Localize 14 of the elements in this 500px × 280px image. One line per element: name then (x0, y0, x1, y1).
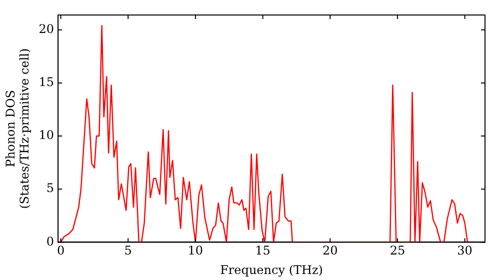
x-tick-label: 10 (188, 244, 204, 258)
x-tick-label: 0 (56, 244, 65, 258)
x-axis-title: Frequency (THz) (220, 262, 323, 277)
y-tick-label: 20 (38, 22, 54, 36)
y-tick-label: 0 (46, 234, 54, 248)
x-tick-label: 5 (124, 244, 132, 258)
x-tick-label: 20 (322, 244, 338, 258)
y-tick-label: 10 (38, 128, 54, 142)
y-axis-title: Phonon DOS (States/THz·primitive cell) (3, 48, 32, 209)
x-tick-label: 30 (457, 244, 472, 258)
y-tick-label: 15 (38, 75, 54, 90)
x-tick-label: 25 (390, 244, 406, 258)
y-tick-label: 5 (46, 181, 54, 196)
x-tick-label: 15 (255, 244, 270, 258)
